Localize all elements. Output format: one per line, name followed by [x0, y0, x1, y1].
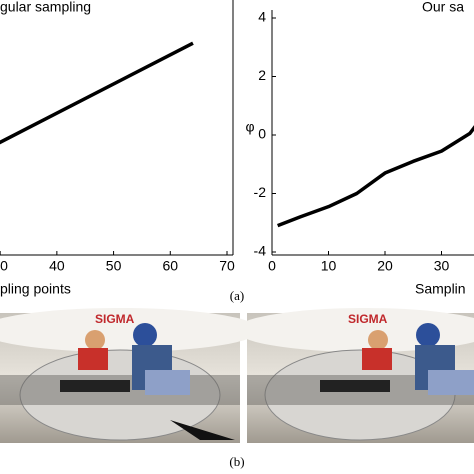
x-tick-label: 60	[162, 258, 178, 274]
y-tick-label: -2	[254, 184, 267, 200]
x-tick-label: 70	[219, 258, 235, 274]
y-tick-label: 4	[258, 9, 266, 25]
x-tick-label: 0	[268, 258, 276, 274]
photos: SIGMA SIGMA	[0, 308, 474, 443]
y-tick-label: 2	[258, 67, 266, 83]
y-tick-label: 0	[258, 126, 266, 142]
x-tick-label: 40	[49, 258, 65, 274]
x-tick-label: 10	[321, 258, 337, 274]
x-tick-label: 50	[106, 258, 122, 274]
y-tick-label: -4	[254, 243, 267, 259]
x-tick-label: 30	[0, 258, 8, 274]
y-axis-label: φ	[245, 119, 254, 135]
caption: (b)	[229, 454, 244, 469]
x-tick-label: 20	[377, 258, 393, 274]
svg-text:SIGMA: SIGMA	[95, 312, 135, 326]
line	[0, 41, 194, 145]
svg-text:SIGMA: SIGMA	[348, 312, 388, 326]
photo-left: SIGMA	[0, 308, 260, 443]
photo-right: SIGMA	[235, 308, 474, 443]
x-axis-label: Samplin	[415, 281, 466, 297]
line	[277, 125, 474, 228]
x-tick-label: 30	[434, 258, 450, 274]
chart-title: gular sampling	[0, 0, 91, 15]
caption: (a)	[230, 288, 244, 303]
chart-title: Our sa	[422, 0, 464, 15]
x-axis-label: pling points	[0, 281, 71, 297]
